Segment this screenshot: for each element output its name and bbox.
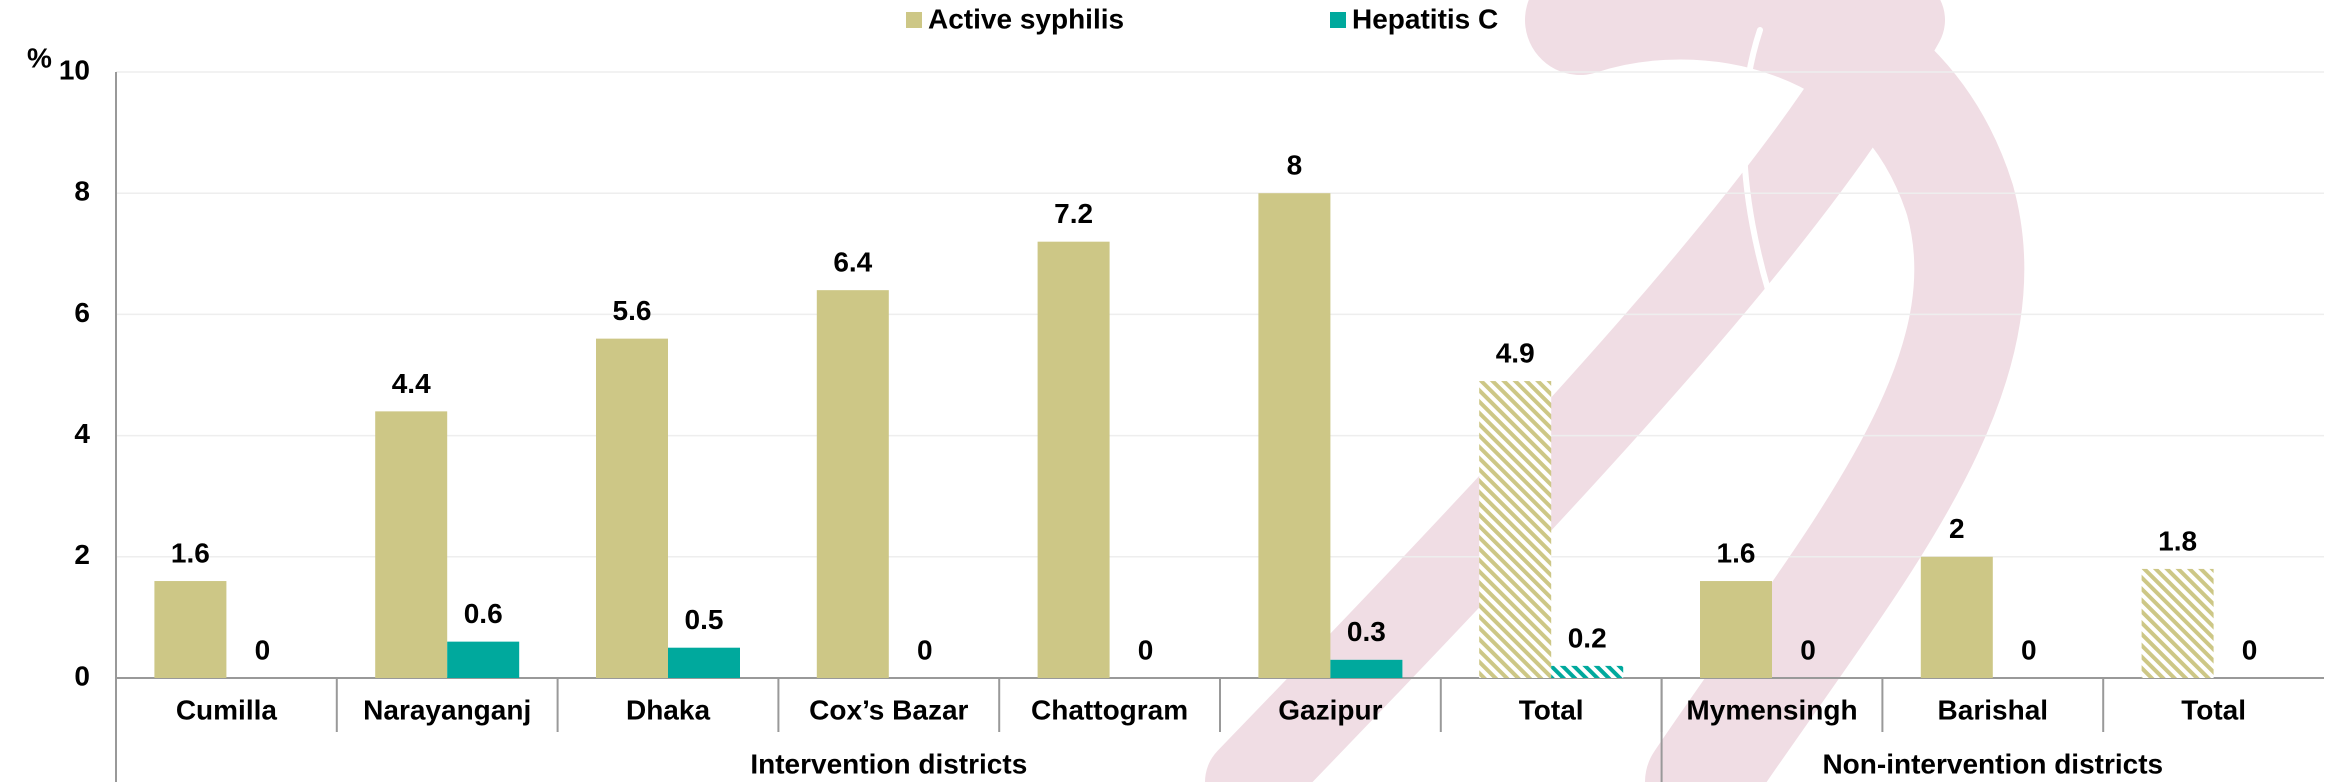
y-axis-label: % xyxy=(27,42,52,73)
bar xyxy=(447,642,519,678)
y-tick-label: 2 xyxy=(74,539,90,570)
bar xyxy=(154,581,226,678)
x-tick-label: Gazipur xyxy=(1278,694,1382,725)
y-tick-label: 10 xyxy=(59,54,90,85)
value-label: 0.3 xyxy=(1347,616,1386,647)
value-label: 0 xyxy=(2021,634,2037,665)
value-label: 5.6 xyxy=(613,295,652,326)
bar xyxy=(375,411,447,678)
x-tick-label: Barishal xyxy=(1938,694,2049,725)
value-label: 0.2 xyxy=(1568,622,1607,653)
value-label: 4.4 xyxy=(392,368,431,399)
group-label: Intervention districts xyxy=(750,748,1027,779)
value-label: 0 xyxy=(1138,634,1154,665)
x-tick-label: Total xyxy=(1519,694,1584,725)
y-tick-label: 4 xyxy=(74,418,90,449)
value-label: 1.6 xyxy=(1717,537,1756,568)
x-tick-label: Narayanganj xyxy=(363,694,531,725)
bar xyxy=(596,339,668,678)
value-label: 2 xyxy=(1949,513,1965,544)
value-label: 8 xyxy=(1287,150,1303,181)
value-label: 1.8 xyxy=(2158,525,2197,556)
chart: % 0 2 4 6 8 10 Cumilla 1.6 0 Narayanganj 4.4 0.6 Dha… xyxy=(0,0,2336,782)
value-label: 0.6 xyxy=(464,598,503,629)
legend-label: Active syphilis xyxy=(928,3,1124,34)
x-tick-label: Chattogram xyxy=(1031,694,1188,725)
bar xyxy=(1038,242,1110,678)
group-label: Non-intervention districts xyxy=(1822,748,2163,779)
bar xyxy=(817,290,889,678)
bar xyxy=(668,648,740,678)
value-label: 0 xyxy=(917,634,933,665)
bar xyxy=(1258,193,1330,678)
value-label: 1.6 xyxy=(171,537,210,568)
y-tick-label: 6 xyxy=(74,297,90,328)
value-label: 7.2 xyxy=(1054,198,1093,229)
x-tick-label: Cox’s Bazar xyxy=(809,694,968,725)
y-tick-label: 0 xyxy=(74,660,90,691)
bar xyxy=(1479,381,1551,678)
bar xyxy=(1921,557,1993,678)
x-tick-label: Dhaka xyxy=(626,694,710,725)
bar xyxy=(1551,666,1623,678)
y-tick-label: 8 xyxy=(74,176,90,207)
legend-swatch xyxy=(906,12,922,28)
x-tick-label: Cumilla xyxy=(176,694,278,725)
value-label: 0.5 xyxy=(685,604,724,635)
value-label: 6.4 xyxy=(833,247,872,278)
legend-swatch xyxy=(1330,12,1346,28)
bar xyxy=(1330,660,1402,678)
x-tick-label: Mymensingh xyxy=(1686,694,1857,725)
legend-label: Hepatitis C xyxy=(1352,3,1498,34)
value-label: 0 xyxy=(1800,634,1816,665)
x-tick-label: Total xyxy=(2181,694,2246,725)
value-label: 4.9 xyxy=(1496,337,1535,368)
bar xyxy=(2142,569,2214,678)
value-label: 0 xyxy=(2242,634,2258,665)
value-label: 0 xyxy=(255,634,271,665)
bar xyxy=(1700,581,1772,678)
